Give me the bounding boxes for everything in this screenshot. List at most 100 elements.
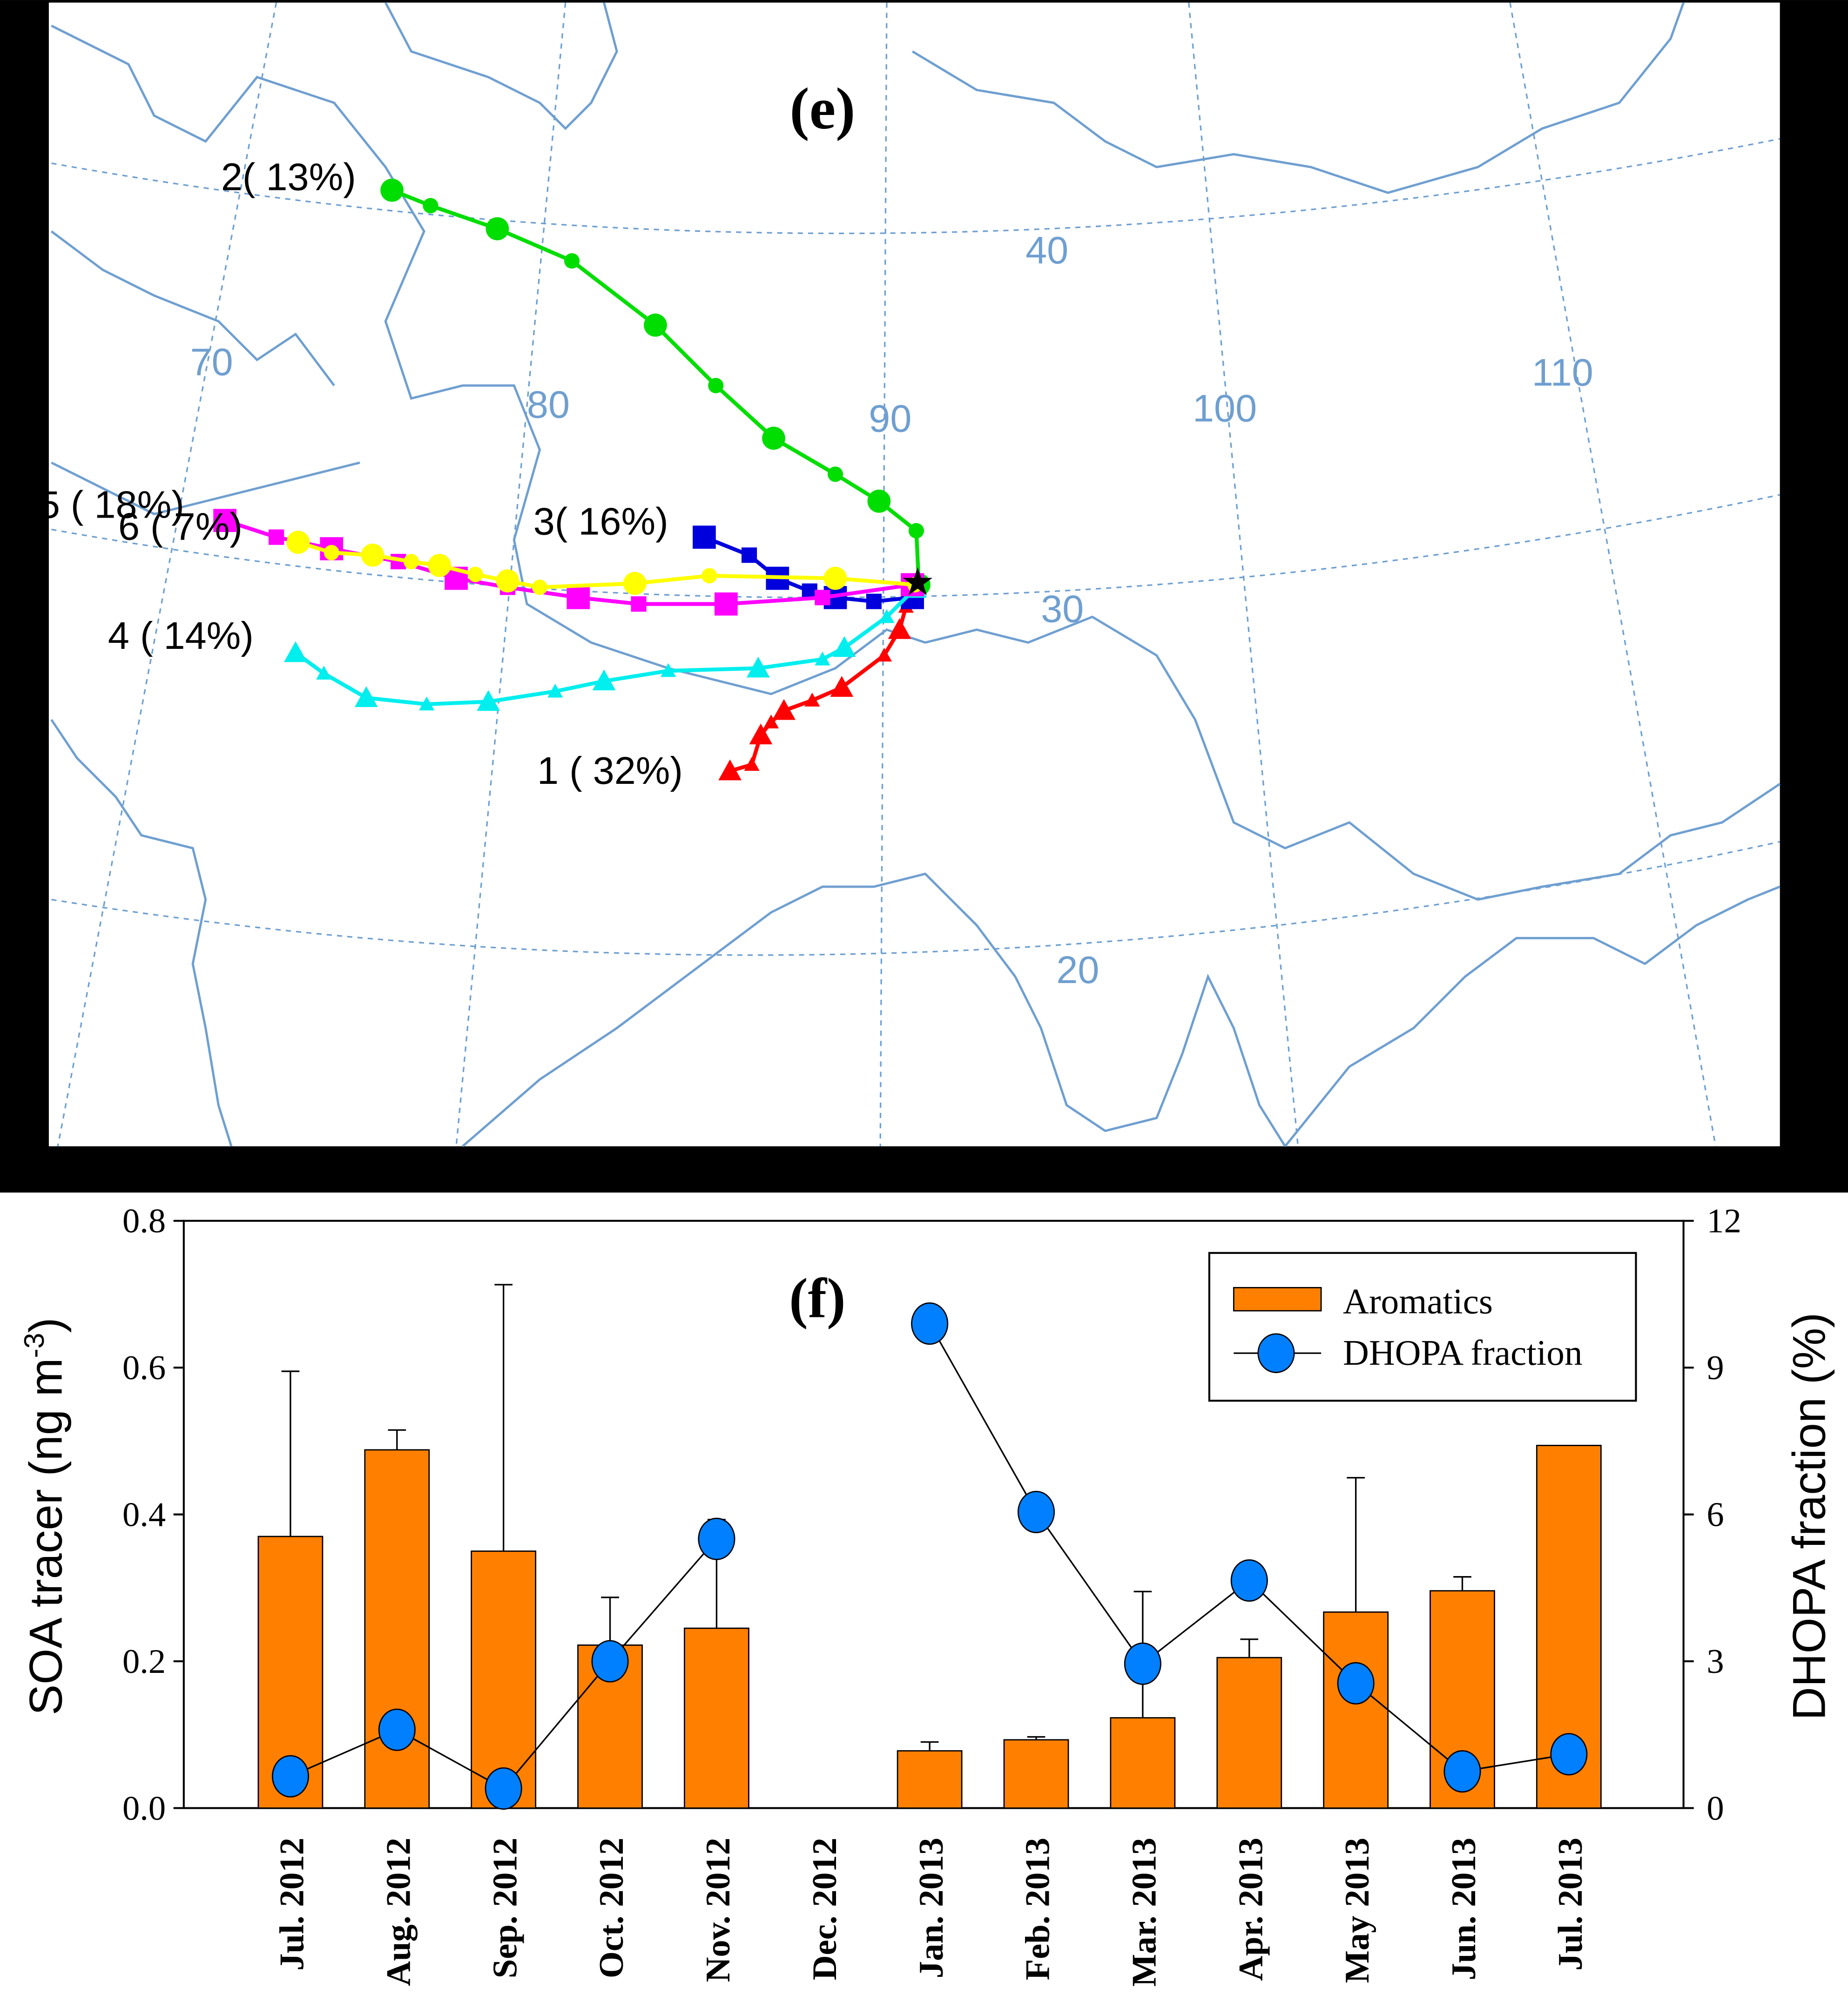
bar-aromatics xyxy=(364,1449,430,1809)
trajectory-marker xyxy=(693,526,716,549)
bar-aromatics xyxy=(897,1750,963,1809)
trajectory-marker xyxy=(423,198,438,214)
bay-of-bengal-coast xyxy=(462,872,1286,1147)
trajectory-marker xyxy=(827,466,843,482)
trajectory-marker xyxy=(486,217,509,241)
pakistan-border xyxy=(51,461,360,515)
y-tick-label: 0.0 xyxy=(122,1789,166,1827)
trajectory-marker xyxy=(496,569,519,593)
coastlines-borders xyxy=(50,2,1781,1147)
india-west-coast xyxy=(50,719,233,1147)
trajectory-marker xyxy=(830,676,854,697)
trajectory-marker xyxy=(547,683,563,698)
dhopa-point xyxy=(378,1708,416,1751)
trajectory-marker xyxy=(749,723,773,745)
lat-label-20: 20 xyxy=(1056,948,1099,991)
trajectory-marker xyxy=(701,568,717,584)
dhopa-point xyxy=(911,1302,949,1345)
trajectory-marker xyxy=(623,572,647,595)
trajectory-marker xyxy=(316,666,332,680)
trajectory-marker xyxy=(532,580,548,595)
trajectory-marker xyxy=(762,426,785,450)
trajectory-path xyxy=(729,606,908,773)
trajectory-marker xyxy=(428,553,452,577)
legend-marker-dhopa xyxy=(1257,1333,1295,1373)
trajectory-label-3: 3( 16%) xyxy=(533,500,668,543)
trajectory-marker xyxy=(564,253,580,269)
parallel-30 xyxy=(51,494,1781,599)
lon-label-80: 80 xyxy=(527,383,570,426)
y2-axis-label: DHOPA fraction (%) xyxy=(1783,1313,1835,1720)
y2-tick-label: 0 xyxy=(1706,1789,1724,1827)
trajectory-marker xyxy=(866,593,882,609)
trajectory-marker xyxy=(661,663,676,677)
x-tick-label: May 2013 xyxy=(1338,1838,1376,1983)
dhopa-point xyxy=(591,1640,629,1683)
trajectory-label-5: 5 ( 18%) xyxy=(39,483,184,526)
x-tick-label: Feb. 2013 xyxy=(1019,1838,1057,1980)
trajectory-marker xyxy=(876,647,892,662)
legend-swatch-aromatics xyxy=(1233,1287,1322,1312)
trajectory-marker xyxy=(763,714,779,728)
lon-label-70: 70 xyxy=(190,340,233,384)
lat-label-40: 40 xyxy=(1025,229,1068,272)
trajectory-labels: 1 ( 32%) 2( 13%) 3( 16%) 4 ( 14%) 5 ( 18… xyxy=(39,155,683,792)
y2-tick-label: 12 xyxy=(1706,1202,1741,1240)
legend-label-aromatics: Aromatics xyxy=(1343,1281,1493,1321)
lat-label-30: 30 xyxy=(1041,587,1084,630)
bar-aromatics xyxy=(1216,1657,1282,1809)
trajectory-1 xyxy=(718,599,914,781)
trajectory-4 xyxy=(284,577,927,711)
y-tick-label: 0.6 xyxy=(122,1349,166,1387)
trajectory-marker xyxy=(867,489,891,513)
trajectory-label-2: 2( 13%) xyxy=(221,155,356,199)
trajectory-marker xyxy=(741,547,757,563)
trajectory-6 xyxy=(286,531,923,595)
meridian-80 xyxy=(455,2,567,1146)
meridian-110 xyxy=(1509,2,1717,1146)
trajectory-marker xyxy=(213,509,236,532)
trajectory-marker xyxy=(747,656,770,678)
dhopa-point xyxy=(1337,1662,1375,1705)
legend-box xyxy=(1208,1252,1637,1402)
bar-aromatics xyxy=(1323,1611,1389,1809)
trajectory-marker xyxy=(714,592,738,616)
trajectory-marker xyxy=(467,566,484,582)
y-axis-label-close: ) xyxy=(20,1317,72,1333)
x-tick-label: Oct. 2012 xyxy=(593,1838,631,1978)
x-tick-label: Nov. 2012 xyxy=(699,1838,737,1982)
border-line xyxy=(51,25,1781,901)
legend: Aromatics DHOPA fraction xyxy=(1208,1252,1637,1402)
receptor-star-icon: ★ xyxy=(900,560,935,603)
trajectory-marker xyxy=(631,596,647,612)
trajectory-marker xyxy=(815,590,830,606)
trajectory-marker xyxy=(644,313,667,337)
y-axis-label-superscript: -3 xyxy=(18,1333,50,1358)
trajectory-marker xyxy=(592,669,616,691)
trajectories xyxy=(213,178,931,781)
dhopa-point xyxy=(1550,1733,1588,1776)
x-tick-label: Jul. 2013 xyxy=(1551,1838,1590,1971)
bar-aromatics xyxy=(684,1627,749,1809)
trajectory-marker xyxy=(269,529,284,545)
x-tick-label: Sep. 2012 xyxy=(486,1838,524,1978)
trajectory-marker xyxy=(708,377,724,393)
trajectory-label-1: 1 ( 32%) xyxy=(537,749,683,792)
bar-aromatics xyxy=(1110,1717,1176,1809)
trajectory-marker xyxy=(718,759,742,781)
graticule-labels: 70 80 90 100 110 40 30 20 xyxy=(190,229,1593,991)
trajectory-marker xyxy=(823,566,847,590)
x-tick-label: Jun. 2013 xyxy=(1445,1838,1483,1981)
bar-aromatics xyxy=(1003,1739,1069,1809)
x-tick-label: Jul. 2012 xyxy=(273,1838,311,1971)
parallel-40 xyxy=(51,138,1781,235)
trajectory-label-4: 4 ( 14%) xyxy=(108,614,254,657)
y-tick-label: 0.2 xyxy=(122,1643,166,1681)
trajectory-marker xyxy=(354,686,378,708)
trajectory-marker xyxy=(284,641,307,662)
y2-tick-label: 9 xyxy=(1706,1349,1724,1387)
x-tick-label: Jan. 2013 xyxy=(912,1838,951,1978)
panel-label-e: (e) xyxy=(789,76,855,142)
y2-tick-label: 3 xyxy=(1706,1643,1724,1681)
